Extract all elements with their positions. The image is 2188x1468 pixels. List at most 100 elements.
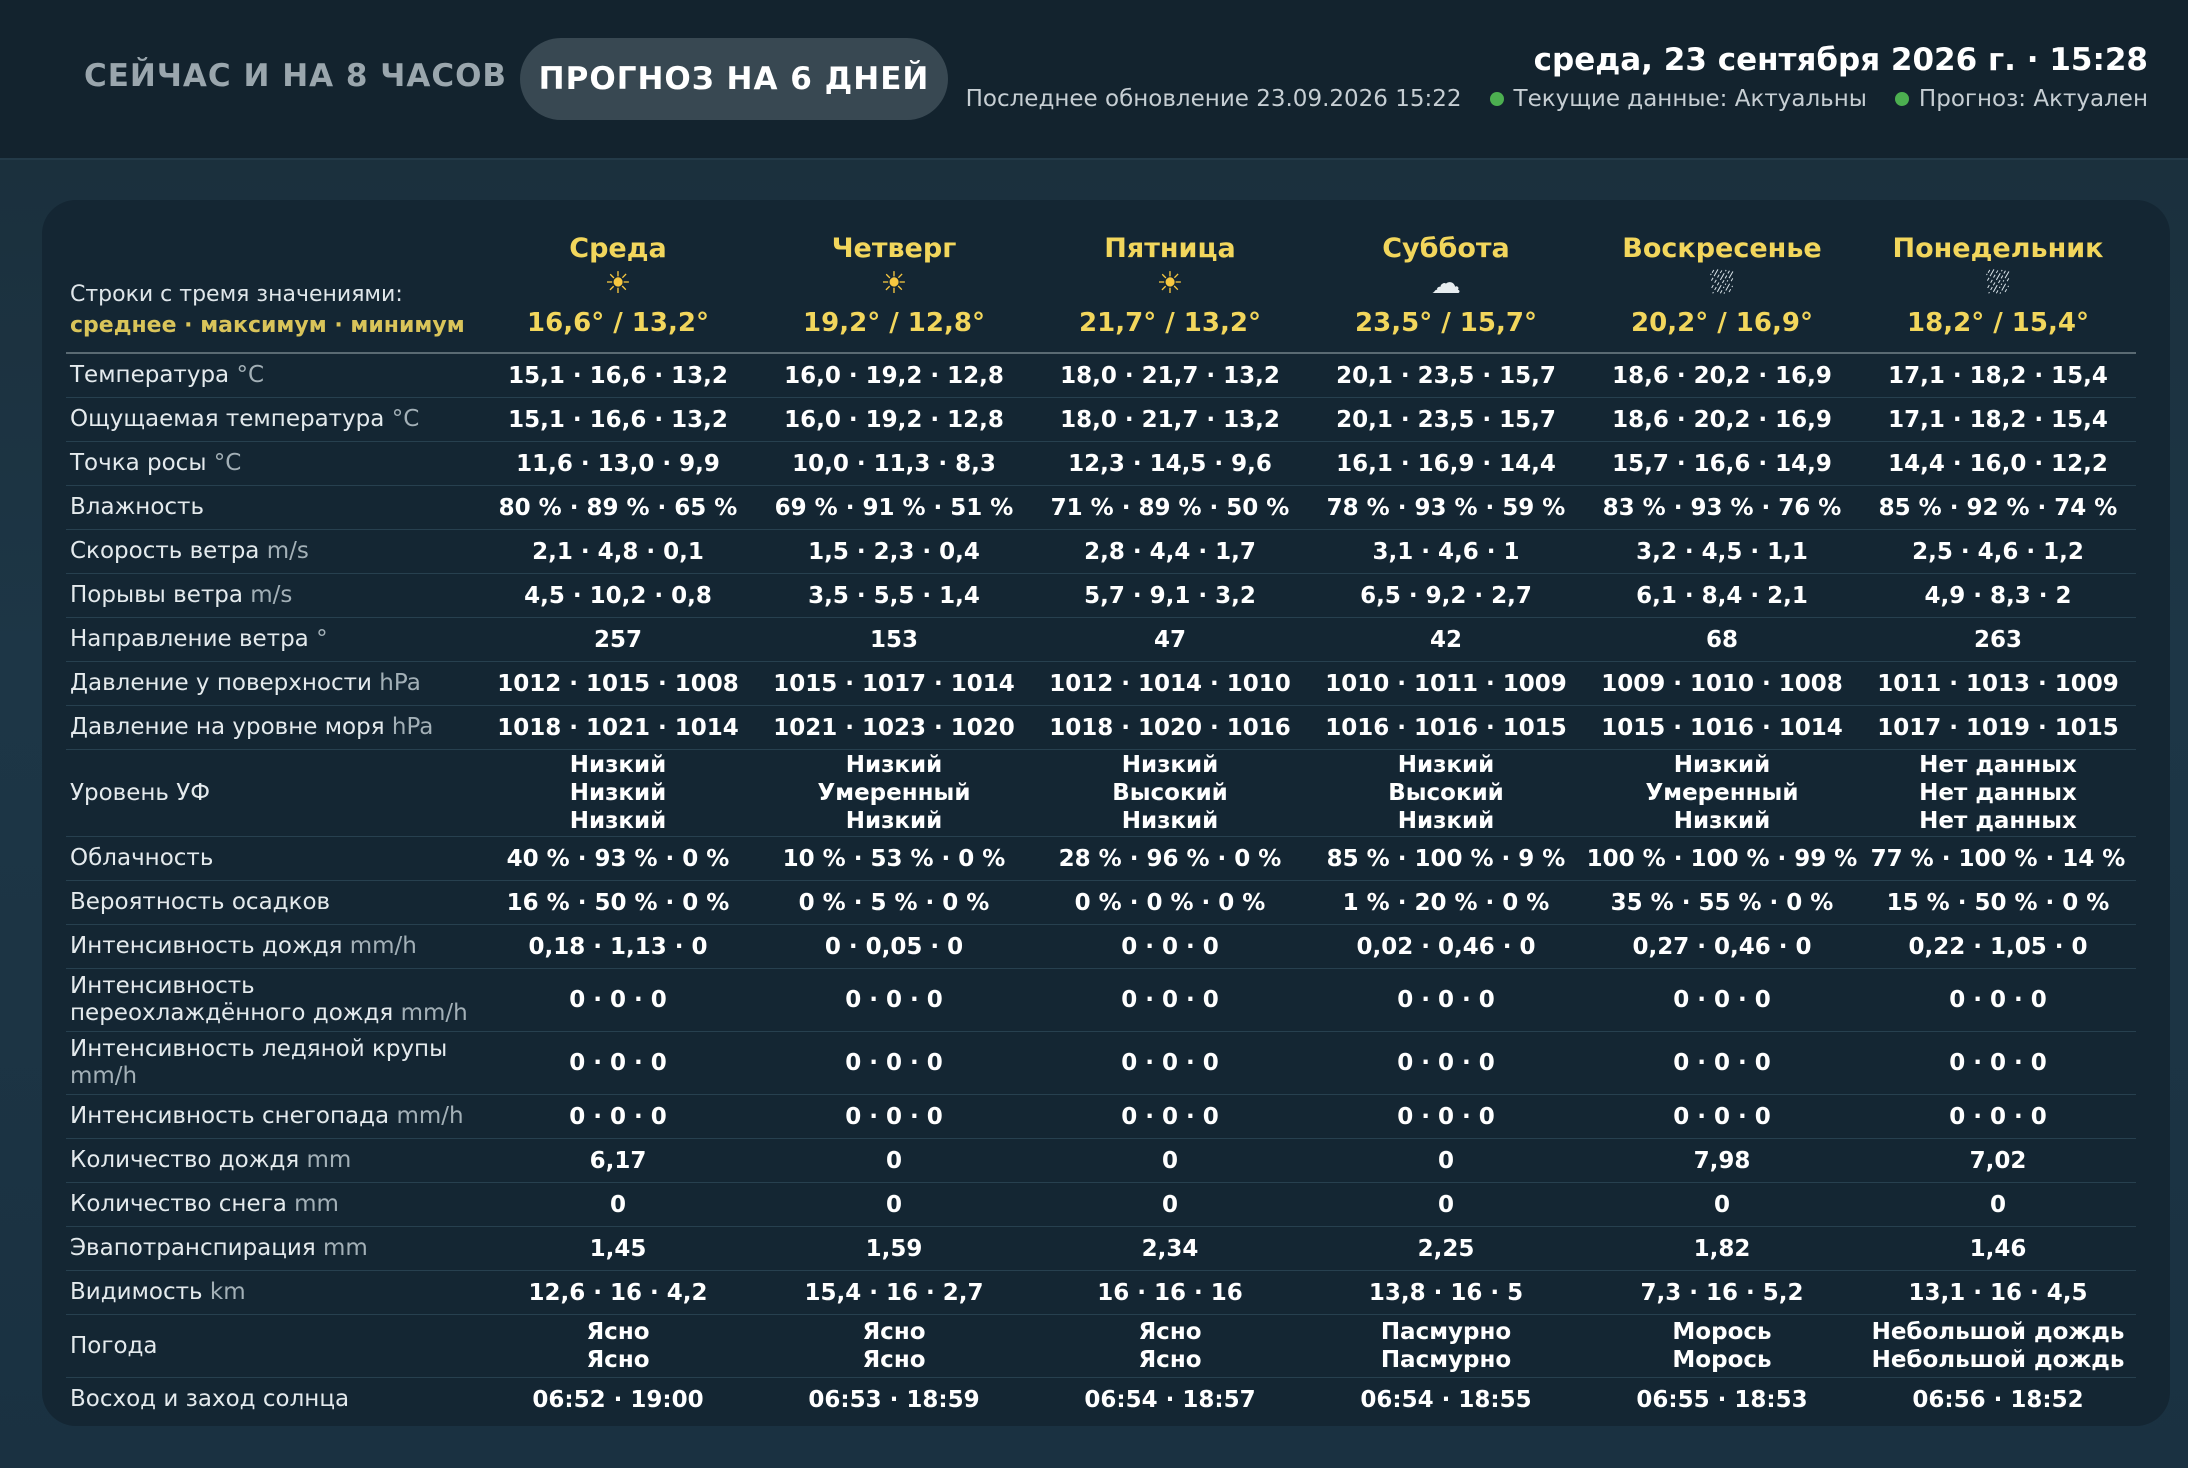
- current-data-status: Текущие данные: Актуальны: [1513, 86, 1867, 112]
- metric-value: 0 % · 0 % · 0 %: [1032, 880, 1308, 925]
- metric-value: 1,45: [480, 1226, 756, 1271]
- forecast-table-body: Температура °C 15,1 · 16,6 · 13,2 16,0 · 1…: [66, 353, 2136, 1421]
- metric-value: 0 · 0 · 0: [1860, 1094, 2136, 1139]
- metric-value: Низкий Высокий Низкий: [1032, 749, 1308, 837]
- metric-value-line: Низкий: [1397, 752, 1495, 778]
- metric-value: 12,6 · 16 · 4,2: [480, 1270, 756, 1315]
- metric-value-line: Морось: [1672, 1347, 1772, 1373]
- metric-value: 0 · 0 · 0: [756, 1094, 1032, 1139]
- metric-label-text: Количество дождя: [70, 1147, 300, 1173]
- metric-label: Давление у поверхности hPa: [66, 661, 480, 706]
- metric-unit: km: [209, 1279, 246, 1305]
- metric-value: Ясно Ясно: [756, 1314, 1032, 1378]
- metric-value: 0,22 · 1,05 · 0: [1860, 924, 2136, 969]
- metric-value: Нет данных Нет данных Нет данных: [1860, 749, 2136, 837]
- metric-value: Ясно Ясно: [1032, 1314, 1308, 1378]
- metric-row: Количество снега mm 0 0 0 0 0 0: [66, 1182, 2136, 1227]
- metric-value: 06:55 · 18:53: [1636, 1386, 1808, 1413]
- metric-unit: mm: [306, 1147, 352, 1173]
- metric-value: 6,5 · 9,2 · 2,7: [1308, 573, 1584, 618]
- metric-value: 4,9 · 8,3 · 2: [1860, 573, 2136, 618]
- metric-value: 0 · 0 · 0: [1860, 968, 2136, 1032]
- legend-line-2: среднее · максимум · минимум: [70, 313, 465, 338]
- forecast-status: Прогноз: Актуален: [1918, 86, 2148, 112]
- metric-label-text: Интенсивность снегопада: [70, 1103, 390, 1129]
- tab-now-8-hours[interactable]: СЕЙЧАС И НА 8 ЧАСОВ: [84, 58, 508, 94]
- metric-value: 1012 · 1014 · 1010: [1032, 661, 1308, 706]
- metric-label-text: Количество снега: [70, 1191, 287, 1217]
- metric-row: Количество дождя mm 6,17 0 0 0 7,98 7,02: [66, 1138, 2136, 1183]
- metric-value: 71 % · 89 % · 50 %: [1032, 485, 1308, 530]
- metric-value: Морось Морось: [1584, 1314, 1860, 1378]
- metric-value-line: Низкий: [845, 752, 943, 778]
- metric-value: 16,0 · 19,2 · 12,8: [756, 353, 1032, 398]
- metric-row: Облачность 40 % · 93 % · 0 % 10 % · 53 % ·…: [66, 836, 2136, 881]
- metric-value: 0 · 0,05 · 0: [756, 924, 1032, 969]
- metric-label: Интенсивность переохлаждённого дождя mm/…: [66, 968, 480, 1032]
- metric-value: 0,18 · 1,13 · 0: [480, 924, 756, 969]
- metric-row: Интенсивность ледяной крупы mm/h 0 · 0 · …: [66, 1031, 2136, 1095]
- metric-value-line: Низкий: [569, 780, 667, 806]
- day-column-header: Понедельник ⛆ 18,2° / 15,4°: [1860, 210, 2136, 354]
- day-temp-range: 23,5° / 15,7°: [1355, 308, 1537, 338]
- metric-value: 13,8 · 16 · 5: [1308, 1270, 1584, 1315]
- metric-value: 17,1 · 18,2 · 15,4: [1860, 353, 2136, 398]
- metric-value-line: Ясно: [862, 1347, 926, 1373]
- metric-label-text: Восход и заход солнца: [70, 1386, 350, 1412]
- metric-value: 68: [1584, 617, 1860, 662]
- metric-value: 1018 · 1020 · 1016: [1032, 705, 1308, 750]
- metric-label-text: Давление на уровне моря: [70, 714, 385, 740]
- metric-value-line: Низкий: [569, 808, 667, 834]
- metric-value: 0 · 0 · 0: [1032, 968, 1308, 1032]
- metric-value-line: Низкий: [1397, 808, 1495, 834]
- metric-label-text: Влажность: [70, 494, 205, 520]
- current-datetime: среда, 23 сентября 2026 г. · 15:28: [1533, 42, 2148, 78]
- metric-value: 1 % · 20 % · 0 %: [1308, 880, 1584, 925]
- metric-value: 85 % · 92 % · 74 %: [1860, 485, 2136, 530]
- metric-value: 16,0 · 19,2 · 12,8: [756, 397, 1032, 442]
- metric-label: Интенсивность снегопада mm/h: [66, 1094, 480, 1139]
- metric-value: 2,34: [1032, 1226, 1308, 1271]
- metric-label-text: Интенсивность ледяной крупы: [70, 1036, 448, 1062]
- metric-value: 12,3 · 14,5 · 9,6: [1032, 441, 1308, 486]
- metric-value: 2,25: [1308, 1226, 1584, 1271]
- metric-unit: mm: [323, 1235, 368, 1261]
- metric-value: 0: [1860, 1182, 2136, 1227]
- metric-value: Низкий Умеренный Низкий: [756, 749, 1032, 837]
- metric-value: 0: [1032, 1138, 1308, 1183]
- metric-value: 15,1 · 16,6 · 13,2: [480, 353, 756, 398]
- metric-value: 1016 · 1016 · 1015: [1308, 705, 1584, 750]
- last-update-text: Последнее обновление 23.09.2026 15:22: [965, 86, 1462, 112]
- metric-label: Давление на уровне моря hPa: [66, 705, 480, 750]
- metric-unit: °C: [236, 362, 265, 388]
- cloud-icon: ☁: [1431, 266, 1461, 301]
- metric-row: Видимость km 12,6 · 16 · 4,2 15,4 · 16 · 2…: [66, 1270, 2136, 1315]
- status-line: Последнее обновление 23.09.2026 15:22 Те…: [966, 86, 2148, 112]
- metric-value: Пасмурно Пасмурно: [1308, 1314, 1584, 1378]
- metric-label: Количество снега mm: [66, 1182, 480, 1227]
- metric-value: 1010 · 1011 · 1009: [1308, 661, 1584, 706]
- metric-row: Уровень УФ Низкий Низкий Низкий Низкий Умерен…: [66, 749, 2136, 837]
- rain-cloud-icon: ⛆: [1986, 266, 2010, 301]
- metric-value: 06:54 · 18:57: [1084, 1386, 1256, 1413]
- tab-6-day-forecast[interactable]: ПРОГНОЗ НА 6 ДНЕЙ: [520, 38, 948, 120]
- metric-value: 35 % · 55 % · 0 %: [1584, 880, 1860, 925]
- metric-value: 78 % · 93 % · 59 %: [1308, 485, 1584, 530]
- metric-unit: m/s: [266, 538, 309, 564]
- metric-row: Ощущаемая температура °C 15,1 · 16,6 · 13…: [66, 397, 2136, 442]
- metric-value: 0 · 0 · 0: [1032, 1094, 1308, 1139]
- rain-cloud-icon: ⛆: [1710, 266, 1734, 301]
- metric-unit: mm/h: [349, 933, 417, 959]
- metric-value: 263: [1860, 617, 2136, 662]
- day-temp-range: 21,7° / 13,2°: [1079, 308, 1261, 338]
- metric-value: 16 % · 50 % · 0 %: [480, 880, 756, 925]
- metric-value-line: Ясно: [1138, 1347, 1202, 1373]
- metric-unit: hPa: [379, 670, 421, 696]
- metric-unit: mm/h: [400, 1000, 468, 1026]
- metric-value: 5,7 · 9,1 · 3,2: [1032, 573, 1308, 618]
- metric-value: 0: [1308, 1182, 1584, 1227]
- metric-value-line: Низкий: [569, 752, 667, 778]
- metric-value: 1017 · 1019 · 1015: [1860, 705, 2136, 750]
- metric-value: 18,0 · 21,7 · 13,2: [1032, 353, 1308, 398]
